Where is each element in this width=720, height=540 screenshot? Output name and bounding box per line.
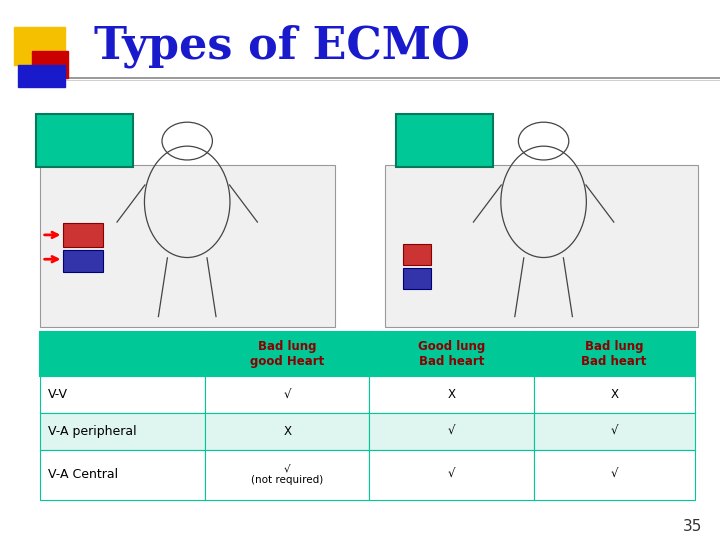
Text: Oxygenator: Oxygenator <box>67 232 99 238</box>
Bar <box>40 450 205 500</box>
Text: V-A Central: V-A Central <box>48 468 118 481</box>
Text: √: √ <box>611 468 618 481</box>
Bar <box>63 250 103 272</box>
Bar <box>18 65 65 87</box>
Bar <box>40 376 205 413</box>
Bar <box>40 413 205 450</box>
Text: X: X <box>283 425 292 438</box>
Bar <box>205 376 369 413</box>
Text: V-V
ECMO: V-V ECMO <box>60 125 109 157</box>
Bar <box>403 268 431 289</box>
Bar <box>40 332 205 376</box>
FancyBboxPatch shape <box>36 114 133 167</box>
Text: Good lung
Bad heart: Good lung Bad heart <box>418 340 485 368</box>
Text: √
(not required): √ (not required) <box>251 464 323 485</box>
Bar <box>534 332 695 376</box>
Bar <box>205 413 369 450</box>
Bar <box>205 332 369 376</box>
Text: √: √ <box>611 425 618 438</box>
Bar <box>369 450 534 500</box>
Text: V-A peripheral: V-A peripheral <box>48 425 137 438</box>
Text: 35: 35 <box>683 518 702 534</box>
Bar <box>63 223 103 247</box>
Bar <box>205 450 369 500</box>
Text: Types of ECMO: Types of ECMO <box>94 24 469 68</box>
Text: Bad lung
Bad heart: Bad lung Bad heart <box>582 340 647 368</box>
Bar <box>534 413 695 450</box>
Bar <box>369 332 534 376</box>
Bar <box>534 450 695 500</box>
Bar <box>369 413 534 450</box>
Bar <box>369 376 534 413</box>
Text: √: √ <box>448 425 455 438</box>
Text: V-A
ECMO: V-A ECMO <box>420 125 469 157</box>
Text: V-V: V-V <box>48 388 68 401</box>
Bar <box>403 244 431 265</box>
Text: X: X <box>610 388 618 401</box>
Text: X: X <box>447 388 456 401</box>
FancyBboxPatch shape <box>396 114 493 167</box>
Text: √: √ <box>448 468 455 481</box>
Bar <box>32 51 68 78</box>
Bar <box>534 376 695 413</box>
Text: √: √ <box>284 388 291 401</box>
Bar <box>14 27 65 65</box>
Bar <box>385 165 698 327</box>
Text: Bad lung
good Heart: Bad lung good Heart <box>250 340 325 368</box>
Text: Centrifuge
Pump: Centrifuge Pump <box>70 255 96 266</box>
Bar <box>40 165 335 327</box>
